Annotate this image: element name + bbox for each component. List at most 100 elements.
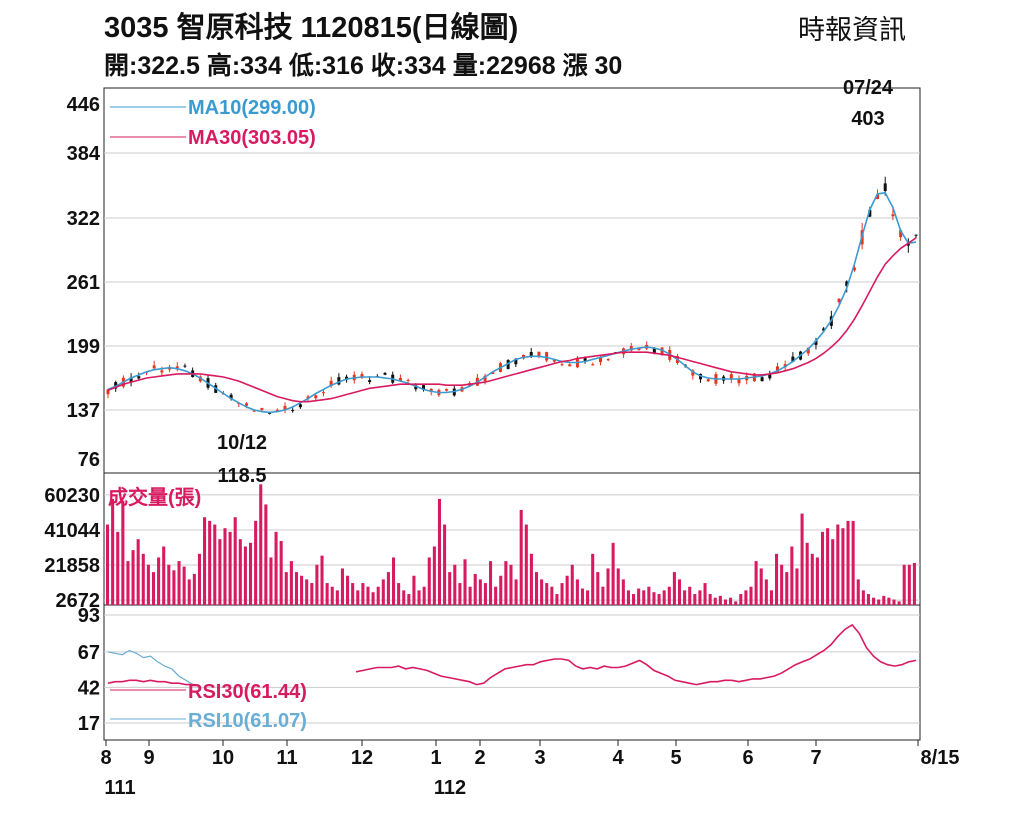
volume-bar [820,531,825,605]
volume-bar [335,590,339,605]
candle-body [606,359,610,361]
volume-bar [672,572,676,605]
volume-bar [586,590,590,605]
volume-bar [815,557,819,605]
volume-bar [243,546,247,605]
volume-bar [846,520,850,605]
volume-bar [136,539,140,605]
volume-bar [545,583,549,605]
rsi-tick-label: 67 [78,642,100,664]
volume-bar [259,484,263,605]
candle-body [814,340,818,345]
rsi-tick-label: 17 [78,713,100,735]
price-tick-label: 76 [78,449,100,471]
volume-bar [254,520,258,605]
volume-bar [514,579,518,605]
candle-body [114,382,118,389]
volume-bar [499,575,503,605]
volume-bar [739,594,743,605]
volume-bar [764,579,768,605]
volume-bar [478,579,482,605]
candle-body [845,281,849,287]
volume-bar [882,595,886,605]
high-value-label: 403 [851,108,884,130]
volume-bar [872,597,876,605]
volume-bar [856,579,860,605]
volume-bar [458,583,462,605]
volume-bar [667,586,671,605]
price-tick-label: 261 [67,272,100,294]
volume-bar [489,561,493,605]
candle-body [775,366,779,373]
volume-bars [106,484,916,605]
volume-bar [524,524,528,605]
candle-body [337,377,341,385]
volume-bar [749,586,753,605]
rsi10-legend-label: RSI10(61.07) [188,710,307,732]
volume-bar [407,594,411,605]
volume-bar [197,553,201,605]
candle-body [491,372,495,374]
volume-bar [805,542,809,605]
volume-tick-label: 41044 [44,520,100,542]
volume-bar [300,575,304,605]
volume-bar [208,520,212,605]
volume-bar [841,528,845,605]
volume-bar [851,520,855,605]
rsi30-line [107,623,917,686]
volume-bar [596,572,600,605]
candle-body [252,410,256,412]
volume-bar [861,590,865,605]
high-date-label: 07/24 [843,77,894,99]
volume-bar [192,573,196,605]
volume-bar [187,579,191,605]
month-label: 1 [430,747,441,769]
month-label: 5 [670,747,681,769]
candle-body [152,365,156,369]
candle-body [876,194,880,200]
volume-bar [264,504,268,605]
volume-bar [601,586,605,605]
volume-bar [785,572,789,605]
volume-bar [877,599,881,605]
month-label: 10 [212,747,234,769]
volume-bar [826,528,830,605]
volume-bar [529,553,533,605]
month-label: 2 [474,747,485,769]
volume-bar [116,531,120,605]
volume-bar [754,561,758,605]
volume-bar [800,513,804,605]
volume-bar [391,557,396,605]
candle-body [914,234,918,236]
candle-body [583,357,587,361]
volume-bar [330,586,334,605]
volume-bar [626,590,630,605]
candle-body [429,388,433,392]
candle-body [545,352,549,361]
candle-body [691,370,695,376]
candle-body [306,396,310,399]
year-label: 111 [104,777,135,799]
volume-bar [111,498,115,605]
volume-bar [591,553,595,605]
volume-bar [397,583,401,605]
rsi-tick-label: 93 [78,605,100,627]
volume-bar [780,564,784,605]
volume-bar [453,564,457,605]
volume-bar [146,564,150,605]
volume-bar [427,557,431,605]
volume-bar [540,579,544,605]
volume-bar [616,568,620,605]
volume-bar [203,517,207,605]
candle-body [899,230,903,238]
candle-body [245,403,249,406]
volume-bar [606,568,610,605]
candle-body [791,356,795,362]
candle-body [552,359,556,362]
volume-bar [810,553,814,605]
month-label: 3 [534,747,545,769]
volume-bar [305,579,309,605]
candle-body [329,380,333,387]
volume-bar [356,590,360,605]
